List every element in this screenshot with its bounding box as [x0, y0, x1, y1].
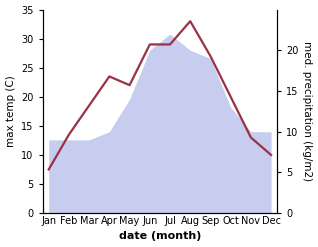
Y-axis label: med. precipitation (kg/m2): med. precipitation (kg/m2)	[302, 41, 313, 181]
Y-axis label: max temp (C): max temp (C)	[5, 75, 16, 147]
X-axis label: date (month): date (month)	[119, 231, 201, 242]
